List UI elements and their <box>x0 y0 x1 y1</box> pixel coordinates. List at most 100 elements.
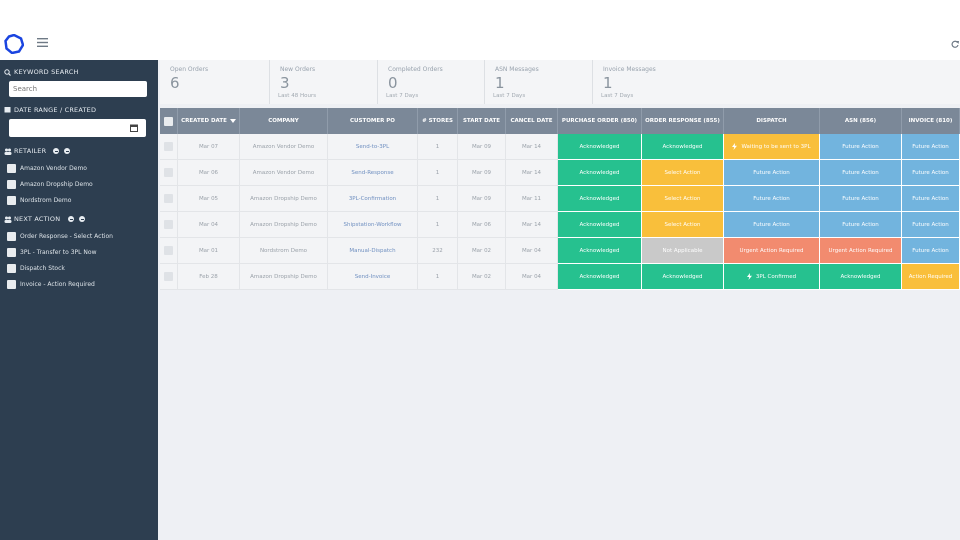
stat-label: Invoice Messages <box>603 66 656 73</box>
status-cell[interactable]: Waiting to be sent to 3PL <box>724 134 820 160</box>
row-checkbox[interactable] <box>164 272 173 281</box>
status-cell[interactable]: 3PL Confirmed <box>724 264 820 290</box>
stat-card: ASN Messages 1 Last 7 Days <box>485 60 593 104</box>
column-header[interactable]: CUSTOMER PO <box>328 108 418 134</box>
status-cell[interactable]: Future Action <box>902 212 960 238</box>
customer-po-link[interactable]: Manual-Dispatch <box>328 238 418 264</box>
status-label: Urgent Action Required <box>739 247 804 254</box>
status-cell[interactable]: Action Required <box>902 264 960 290</box>
status-cell[interactable]: Acknowledged <box>642 134 724 160</box>
row-checkbox[interactable] <box>164 246 173 255</box>
table-cell: 1 <box>418 212 458 238</box>
toggle-glyph <box>54 150 58 152</box>
checkbox[interactable] <box>7 280 16 289</box>
filter-option[interactable]: Invoice - Action Required <box>20 281 95 288</box>
table-cell: Mar 05 <box>178 186 240 212</box>
status-cell[interactable]: Acknowledged <box>558 160 642 186</box>
stat-card: Invoice Messages 1 Last 7 Days <box>593 60 700 104</box>
status-cell[interactable]: Future Action <box>902 160 960 186</box>
status-label: Future Action <box>912 221 949 228</box>
group-icon <box>4 216 12 223</box>
customer-po-link[interactable]: Send-Invoice <box>328 264 418 290</box>
refresh[interactable] <box>951 40 959 48</box>
status-label: Select Action <box>664 169 701 176</box>
column-header[interactable]: COMPANY <box>240 108 328 134</box>
column-header[interactable]: CREATED DATE <box>178 108 240 134</box>
bolt-icon <box>746 273 752 280</box>
customer-po-link[interactable]: Send-Response <box>328 160 418 186</box>
status-cell[interactable]: Acknowledged <box>642 264 724 290</box>
status-cell[interactable]: Future Action <box>820 134 902 160</box>
checkbox[interactable] <box>7 264 16 273</box>
column-header[interactable]: INVOICE (810) <box>902 108 960 134</box>
table-cell: Amazon Dropship Demo <box>240 212 328 238</box>
status-cell[interactable]: Acknowledged <box>820 264 902 290</box>
row-checkbox-cell <box>160 264 178 290</box>
table-cell: 1 <box>418 160 458 186</box>
column-header[interactable]: # STORES <box>418 108 458 134</box>
status-label: Urgent Action Required <box>828 247 893 254</box>
row-checkbox[interactable] <box>164 194 173 203</box>
status-cell[interactable]: Select Action <box>642 160 724 186</box>
customer-po-link[interactable]: 3PL-Confirmation <box>328 186 418 212</box>
column-header[interactable]: ORDER RESPONSE (855) <box>642 108 724 134</box>
table-cell: Amazon Vendor Demo <box>240 160 328 186</box>
deselect-all[interactable] <box>79 216 85 222</box>
select-all[interactable] <box>53 148 59 154</box>
status-cell[interactable]: Future Action <box>724 212 820 238</box>
row-checkbox-cell <box>160 238 178 264</box>
status-cell[interactable]: Acknowledged <box>558 186 642 212</box>
filter-option[interactable]: 3PL - Transfer to 3PL Now <box>20 249 97 256</box>
logo[interactable] <box>4 34 24 54</box>
filter-option[interactable]: Amazon Dropship Demo <box>20 181 93 188</box>
row-checkbox[interactable] <box>164 168 173 177</box>
customer-po-link[interactable]: Send-to-3PL <box>328 134 418 160</box>
select-all[interactable] <box>68 216 74 222</box>
checkbox[interactable] <box>7 164 16 173</box>
status-cell[interactable]: Acknowledged <box>558 134 642 160</box>
menu-toggle[interactable] <box>37 38 48 47</box>
status-cell[interactable]: Future Action <box>820 186 902 212</box>
row-checkbox[interactable] <box>164 142 173 151</box>
column-header[interactable]: DISPATCH <box>724 108 820 134</box>
status-cell[interactable]: Select Action <box>642 212 724 238</box>
deselect-all[interactable] <box>64 148 70 154</box>
checkbox[interactable] <box>7 248 16 257</box>
status-cell[interactable]: Urgent Action Required <box>820 238 902 264</box>
status-cell[interactable]: Future Action <box>724 186 820 212</box>
filter-option[interactable]: Order Response - Select Action <box>20 233 113 240</box>
table-cell: Mar 01 <box>178 238 240 264</box>
checkbox[interactable] <box>7 196 16 205</box>
status-cell[interactable]: Future Action <box>724 160 820 186</box>
status-cell[interactable]: Not Applicable <box>642 238 724 264</box>
status-cell[interactable]: Acknowledged <box>558 238 642 264</box>
status-cell[interactable]: Acknowledged <box>558 264 642 290</box>
filter-option[interactable]: Nordstrom Demo <box>20 197 72 204</box>
status-cell[interactable]: Future Action <box>820 160 902 186</box>
customer-po-link[interactable]: Shipstation-Workflow <box>328 212 418 238</box>
checkbox[interactable] <box>7 232 16 241</box>
checkbox[interactable] <box>7 180 16 189</box>
filter-option[interactable]: Dispatch Stock <box>20 265 65 272</box>
status-cell[interactable]: Acknowledged <box>558 212 642 238</box>
table-cell: 1 <box>418 134 458 160</box>
status-cell[interactable]: Future Action <box>820 212 902 238</box>
status-label: Future Action <box>842 195 879 202</box>
status-cell[interactable]: Future Action <box>902 238 960 264</box>
column-header[interactable]: PURCHASE ORDER (850) <box>558 108 642 134</box>
header-checkbox[interactable] <box>164 116 173 126</box>
filter-option[interactable]: Amazon Vendor Demo <box>20 165 87 172</box>
status-label: Future Action <box>842 169 879 176</box>
column-header[interactable]: CANCEL DATE <box>506 108 558 134</box>
row-checkbox[interactable] <box>164 220 173 229</box>
status-cell[interactable]: Urgent Action Required <box>724 238 820 264</box>
status-cell[interactable]: Future Action <box>902 186 960 212</box>
search-input[interactable] <box>9 81 147 97</box>
status-cell[interactable]: Select Action <box>642 186 724 212</box>
calendar-button[interactable] <box>130 124 138 132</box>
date-input[interactable] <box>9 119 146 137</box>
status-cell[interactable]: Future Action <box>902 134 960 160</box>
column-header[interactable]: ASN (856) <box>820 108 902 134</box>
status-label: Acknowledged <box>579 143 620 150</box>
column-header[interactable]: START DATE <box>458 108 506 134</box>
